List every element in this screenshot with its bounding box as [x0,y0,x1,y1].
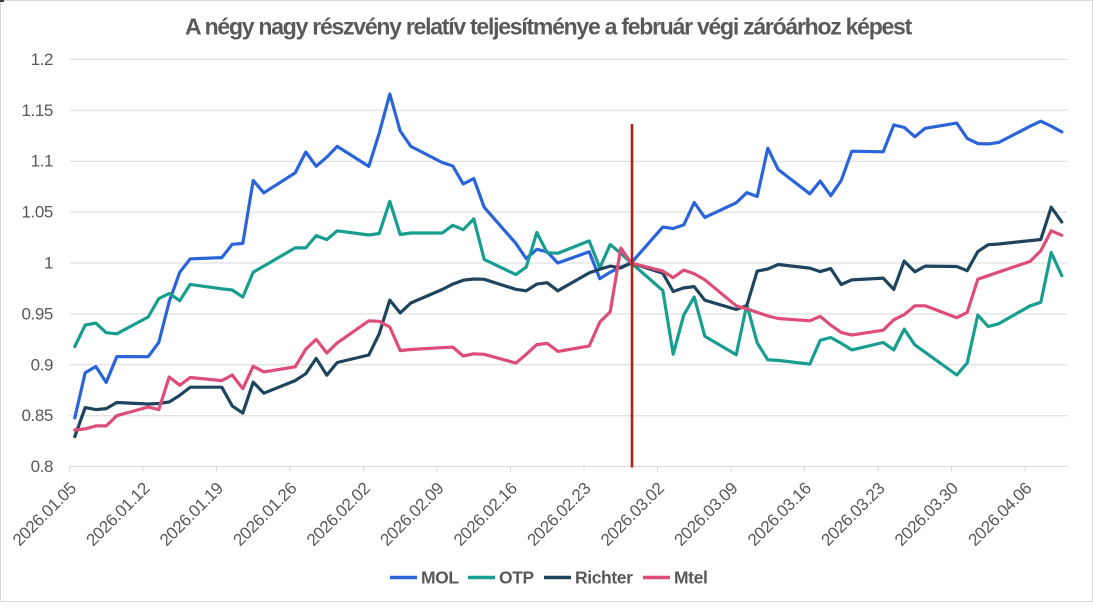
svg-text:OTP: OTP [499,568,535,588]
svg-text:0.95: 0.95 [22,304,54,323]
svg-text:0.85: 0.85 [22,406,54,425]
svg-text:Mtel: Mtel [674,568,707,588]
svg-text:A négy nagy részvény relatív t: A négy nagy részvény relatív teljesítmén… [185,14,913,40]
svg-text:1.1: 1.1 [31,152,53,171]
svg-text:1.2: 1.2 [31,50,53,69]
svg-text:0.9: 0.9 [31,355,53,374]
svg-text:1.05: 1.05 [22,203,54,222]
svg-text:MOL: MOL [421,568,459,588]
svg-text:1: 1 [44,254,53,273]
svg-text:1.15: 1.15 [22,101,54,120]
svg-text:0.8: 0.8 [31,457,53,476]
svg-text:Richter: Richter [575,568,633,588]
